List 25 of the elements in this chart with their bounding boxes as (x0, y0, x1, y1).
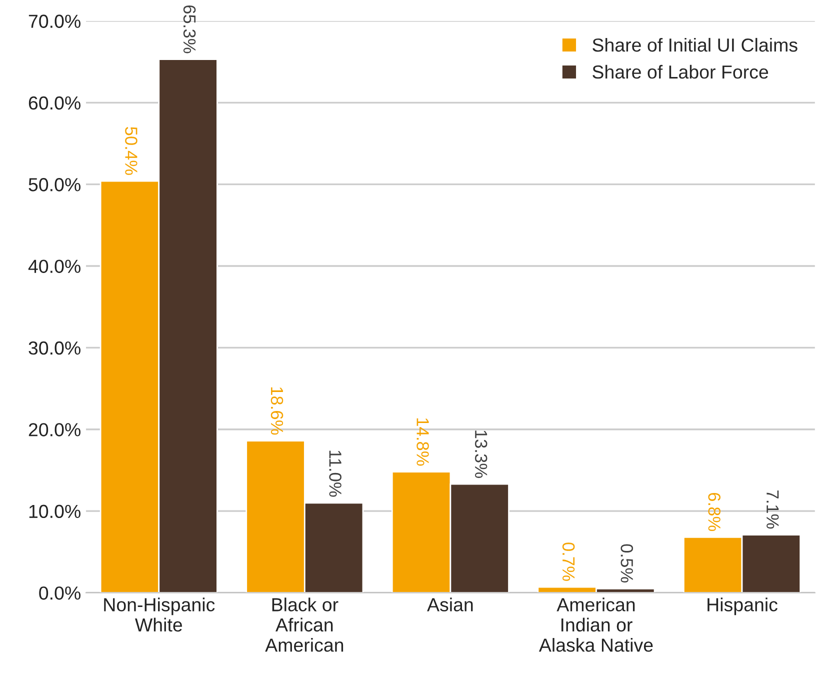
data-label: 18.6% (270, 387, 284, 435)
y-tick-label: 50.0% (28, 178, 80, 192)
data-label: 11.0% (329, 450, 342, 497)
x-tick-label: Hispanic (708, 598, 778, 616)
data-label: 13.3% (474, 430, 488, 478)
legend-label: Share of Labor Force (592, 64, 768, 79)
y-tick-label: 30.0% (28, 341, 80, 355)
x-tick-label: Black or African American (265, 598, 344, 652)
x-tick-label: American Indian or Alaska Native (538, 598, 653, 652)
data-label: 0.7% (562, 542, 575, 581)
x-tick-label: Non-Hispanic White (104, 598, 215, 632)
data-label: 14.8% (416, 418, 429, 466)
legend-label: Share of Initial UI Claims (592, 38, 798, 52)
y-tick-label: 70.0% (28, 14, 80, 28)
y-tick-label: 40.0% (28, 260, 80, 273)
data-label: 6.8% (708, 492, 720, 532)
y-tick-label: 0.0% (39, 586, 80, 600)
x-tick-label: Asian (427, 598, 473, 612)
data-label: 50.4% (125, 126, 138, 175)
y-tick-label: 60.0% (28, 96, 80, 110)
data-label: 65.3% (183, 5, 196, 54)
data-label: 0.5% (620, 544, 634, 582)
data-label: 7.1% (766, 490, 779, 529)
y-tick-label: 20.0% (28, 423, 80, 436)
y-tick-label: 10.0% (29, 504, 80, 518)
